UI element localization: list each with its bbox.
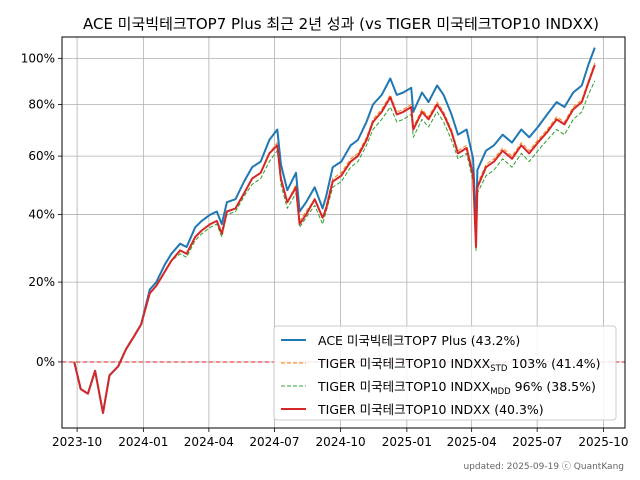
footer-credit: updated: 2025-09-19 ⓒ QuantKang <box>463 461 624 472</box>
y-tick-label: 0% <box>36 355 55 369</box>
x-tick-label: 2025-01 <box>382 435 432 449</box>
plot-frame <box>61 36 626 429</box>
x-tick-label: 2024-10 <box>316 435 366 449</box>
x-tick-label: 2025-07 <box>512 435 562 449</box>
x-axis-ticks: 2023-10 2024-01 2024-04 2024-07 2024-10 2025-… <box>52 428 628 449</box>
x-tick-label: 2025-04 <box>447 435 497 449</box>
y-tick-label: 40% <box>28 208 55 222</box>
series-line-tiger <box>73 64 596 414</box>
x-tick-label: 2024-04 <box>184 435 234 449</box>
chart-title: ACE 미국빅테크TOP7 Plus 최근 2년 성과 (vs TIGER 미국… <box>83 15 599 33</box>
series-line-ace <box>73 47 596 414</box>
x-tick-label: 2024-07 <box>249 435 299 449</box>
y-axis-ticks: 0% 20% 40% 60% 80% 100% <box>21 51 62 369</box>
legend-label-tiger-std: TIGER 미국테크TOP10 INDXXSTD 103% (41.4%) <box>317 356 601 374</box>
legend: ACE 미국빅테크TOP7 Plus (43.2%) TIGER 미국테크TOP… <box>273 325 617 421</box>
x-tick-label: 2024-01 <box>118 435 168 449</box>
legend-label-ace: ACE 미국빅테크TOP7 Plus (43.2%) <box>318 333 520 348</box>
y-tick-label: 100% <box>21 51 55 65</box>
x-tick-label: 2025-10 <box>578 435 628 449</box>
x-tick-label: 2023-10 <box>52 435 102 449</box>
y-tick-label: 60% <box>28 149 55 163</box>
legend-label-tiger: TIGER 미국테크TOP10 INDXX (40.3%) <box>317 402 544 417</box>
series-lines <box>73 47 596 414</box>
y-tick-label: 80% <box>28 98 55 112</box>
legend-box <box>273 325 617 421</box>
y-tick-label: 20% <box>28 275 55 289</box>
legend-label-tiger-mdd: TIGER 미국테크TOP10 INDXXMDD 96% (38.5%) <box>317 379 596 397</box>
